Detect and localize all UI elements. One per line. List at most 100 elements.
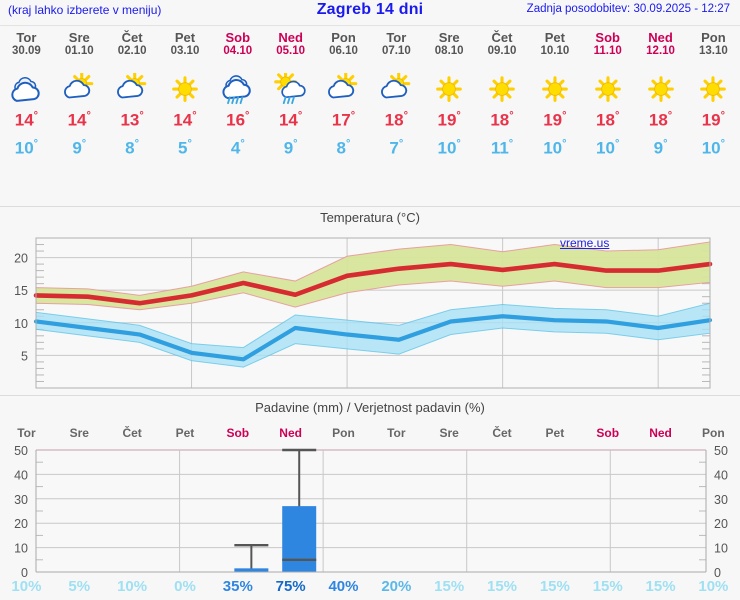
min-temp-value: 9° — [653, 138, 668, 158]
min-temp-value: 9° — [283, 138, 298, 158]
sun-cloud-rain-icon — [264, 70, 317, 110]
max-temp-value: 14° — [278, 110, 303, 130]
temperature-chart-title: Temperatura (°C) — [320, 210, 420, 225]
max-temp-value: 14° — [67, 110, 91, 130]
day-column-9: Sre 08.10 — [423, 30, 476, 58]
sunny-icon — [634, 70, 687, 110]
precip-probability-value: 35% — [222, 578, 253, 595]
day-column-4: Pet 03.10 — [159, 30, 212, 58]
max-temp-value: 18° — [596, 110, 620, 130]
partly-sunny-icon — [53, 70, 106, 110]
precip-day-label: Tor — [17, 426, 36, 440]
svg-text:20: 20 — [14, 252, 28, 266]
day-column-2: Sre 01.10 — [53, 30, 106, 58]
day-date: 06.10 — [329, 45, 358, 57]
max-temp-value: 19° — [543, 110, 567, 130]
day-name: Čet — [121, 30, 143, 45]
day-date: 08.10 — [434, 45, 464, 57]
day-name: Čet — [491, 30, 513, 45]
day-name: Sob — [225, 30, 251, 45]
min-temp-value: 7° — [389, 138, 404, 158]
forecast-days-header: Tor 30.09 Sre 01.10 Čet 02.10 Pet 03.10 Sob 04.10… — [0, 30, 740, 58]
rain-cloud-icon — [211, 70, 264, 110]
weather-icons-row — [0, 70, 740, 110]
svg-text:15: 15 — [14, 284, 28, 298]
precip-probability-value: 0% — [174, 578, 196, 595]
day-column-14: Pon 13.10 — [687, 30, 740, 58]
precip-day-label: Sre — [439, 426, 459, 440]
day-date: 30.09 — [12, 45, 41, 57]
precip-probability-value: 15% — [487, 578, 518, 595]
max-temp-value: 13° — [120, 110, 144, 130]
precip-probability-value: 75% — [275, 578, 306, 595]
sunny-icon — [476, 70, 529, 110]
day-name: Tor — [16, 30, 37, 45]
day-column-10: Čet 09.10 — [476, 30, 529, 58]
day-date: 13.10 — [699, 45, 728, 57]
precipitation-chart-title: Padavine (mm) / Verjetnost padavin (%) — [255, 400, 485, 415]
day-column-5: Sob 04.10 — [211, 30, 264, 58]
partly-sunny-icon — [317, 70, 370, 110]
precip-day-label: Pon — [332, 426, 355, 440]
min-temp-value: 5° — [178, 138, 192, 158]
temperature-chart: Temperatura (°C) 5 10 15 20 — [0, 210, 740, 395]
precipitation-chart-svg: 0 0 10 10 20 20 30 30 40 40 50 50 — [14, 445, 728, 580]
precip-day-label: Ned — [649, 426, 672, 440]
precip-probability-value: 10% — [117, 578, 148, 595]
precip-probability-value: 40% — [328, 578, 359, 595]
last-updated-label: Zadnja posodobitev: 30.09.2025 - 12:27 — [526, 3, 730, 15]
svg-text:10: 10 — [14, 317, 28, 331]
svg-text:0: 0 — [21, 566, 28, 580]
partly-sunny-icon — [370, 70, 423, 110]
day-name: Pet — [544, 30, 565, 45]
precip-day-label: Pet — [175, 426, 195, 440]
precip-day-label: Sob — [226, 426, 250, 440]
max-temp-value: 19° — [437, 110, 461, 130]
min-temp-value: 8° — [125, 138, 140, 158]
day-date: 05.10 — [276, 45, 306, 57]
sunny-icon — [687, 70, 740, 110]
svg-text:40: 40 — [14, 468, 28, 482]
day-name: Sre — [68, 30, 90, 45]
svg-text:50: 50 — [714, 445, 728, 458]
precip-day-label: Sob — [596, 426, 620, 440]
page-header: (kraj lahko izberete v meniju) Zagreb 14… — [0, 0, 740, 22]
day-column-6: Ned 05.10 — [264, 30, 317, 58]
precip-probability-value: 10% — [698, 578, 729, 595]
min-temp-value: 10° — [14, 138, 39, 158]
day-date: 07.10 — [381, 45, 411, 57]
day-column-7: Pon 06.10 — [317, 30, 370, 58]
day-name: Tor — [386, 30, 407, 45]
day-column-13: Ned 12.10 — [634, 30, 687, 58]
temperature-chart-svg: 5 10 15 20 — [14, 237, 713, 389]
day-column-11: Pet 10.10 — [528, 30, 581, 58]
max-temp-value: 18° — [384, 110, 408, 130]
precip-probability-value: 15% — [592, 578, 623, 595]
precip-day-label: Tor — [387, 426, 406, 440]
page-title: Zagreb 14 dni — [316, 1, 424, 18]
sunny-icon — [528, 70, 581, 110]
precip-day-label: Ned — [279, 426, 302, 440]
precip-day-label: Čet — [492, 426, 512, 440]
partly-sunny-icon — [106, 70, 159, 110]
precip-day-label: Pet — [545, 426, 565, 440]
min-temp-value: 4° — [230, 138, 245, 158]
day-column-3: Čet 02.10 — [106, 30, 159, 58]
day-date: 04.10 — [223, 45, 253, 57]
svg-text:20: 20 — [14, 517, 28, 531]
day-date: 03.10 — [170, 45, 200, 57]
day-name: Pon — [701, 30, 726, 45]
min-temp-value: 10° — [437, 138, 461, 158]
max-temperature-row: 14° 14° 13° 14° 16° 14° 17° 18° 19° 18° 19° 18° 18° 1… — [0, 110, 740, 131]
sunny-icon — [581, 70, 634, 110]
precip-probability-value: 5% — [68, 578, 91, 595]
precip-day-label: Sre — [69, 426, 89, 440]
min-temp-value: 9° — [72, 138, 87, 158]
svg-text:30: 30 — [714, 493, 728, 507]
max-temp-value: 16° — [226, 110, 250, 130]
precip-probability-value: 15% — [539, 578, 570, 595]
sunny-icon — [423, 70, 476, 110]
day-name: Ned — [278, 30, 303, 45]
day-date: 10.10 — [540, 45, 570, 57]
